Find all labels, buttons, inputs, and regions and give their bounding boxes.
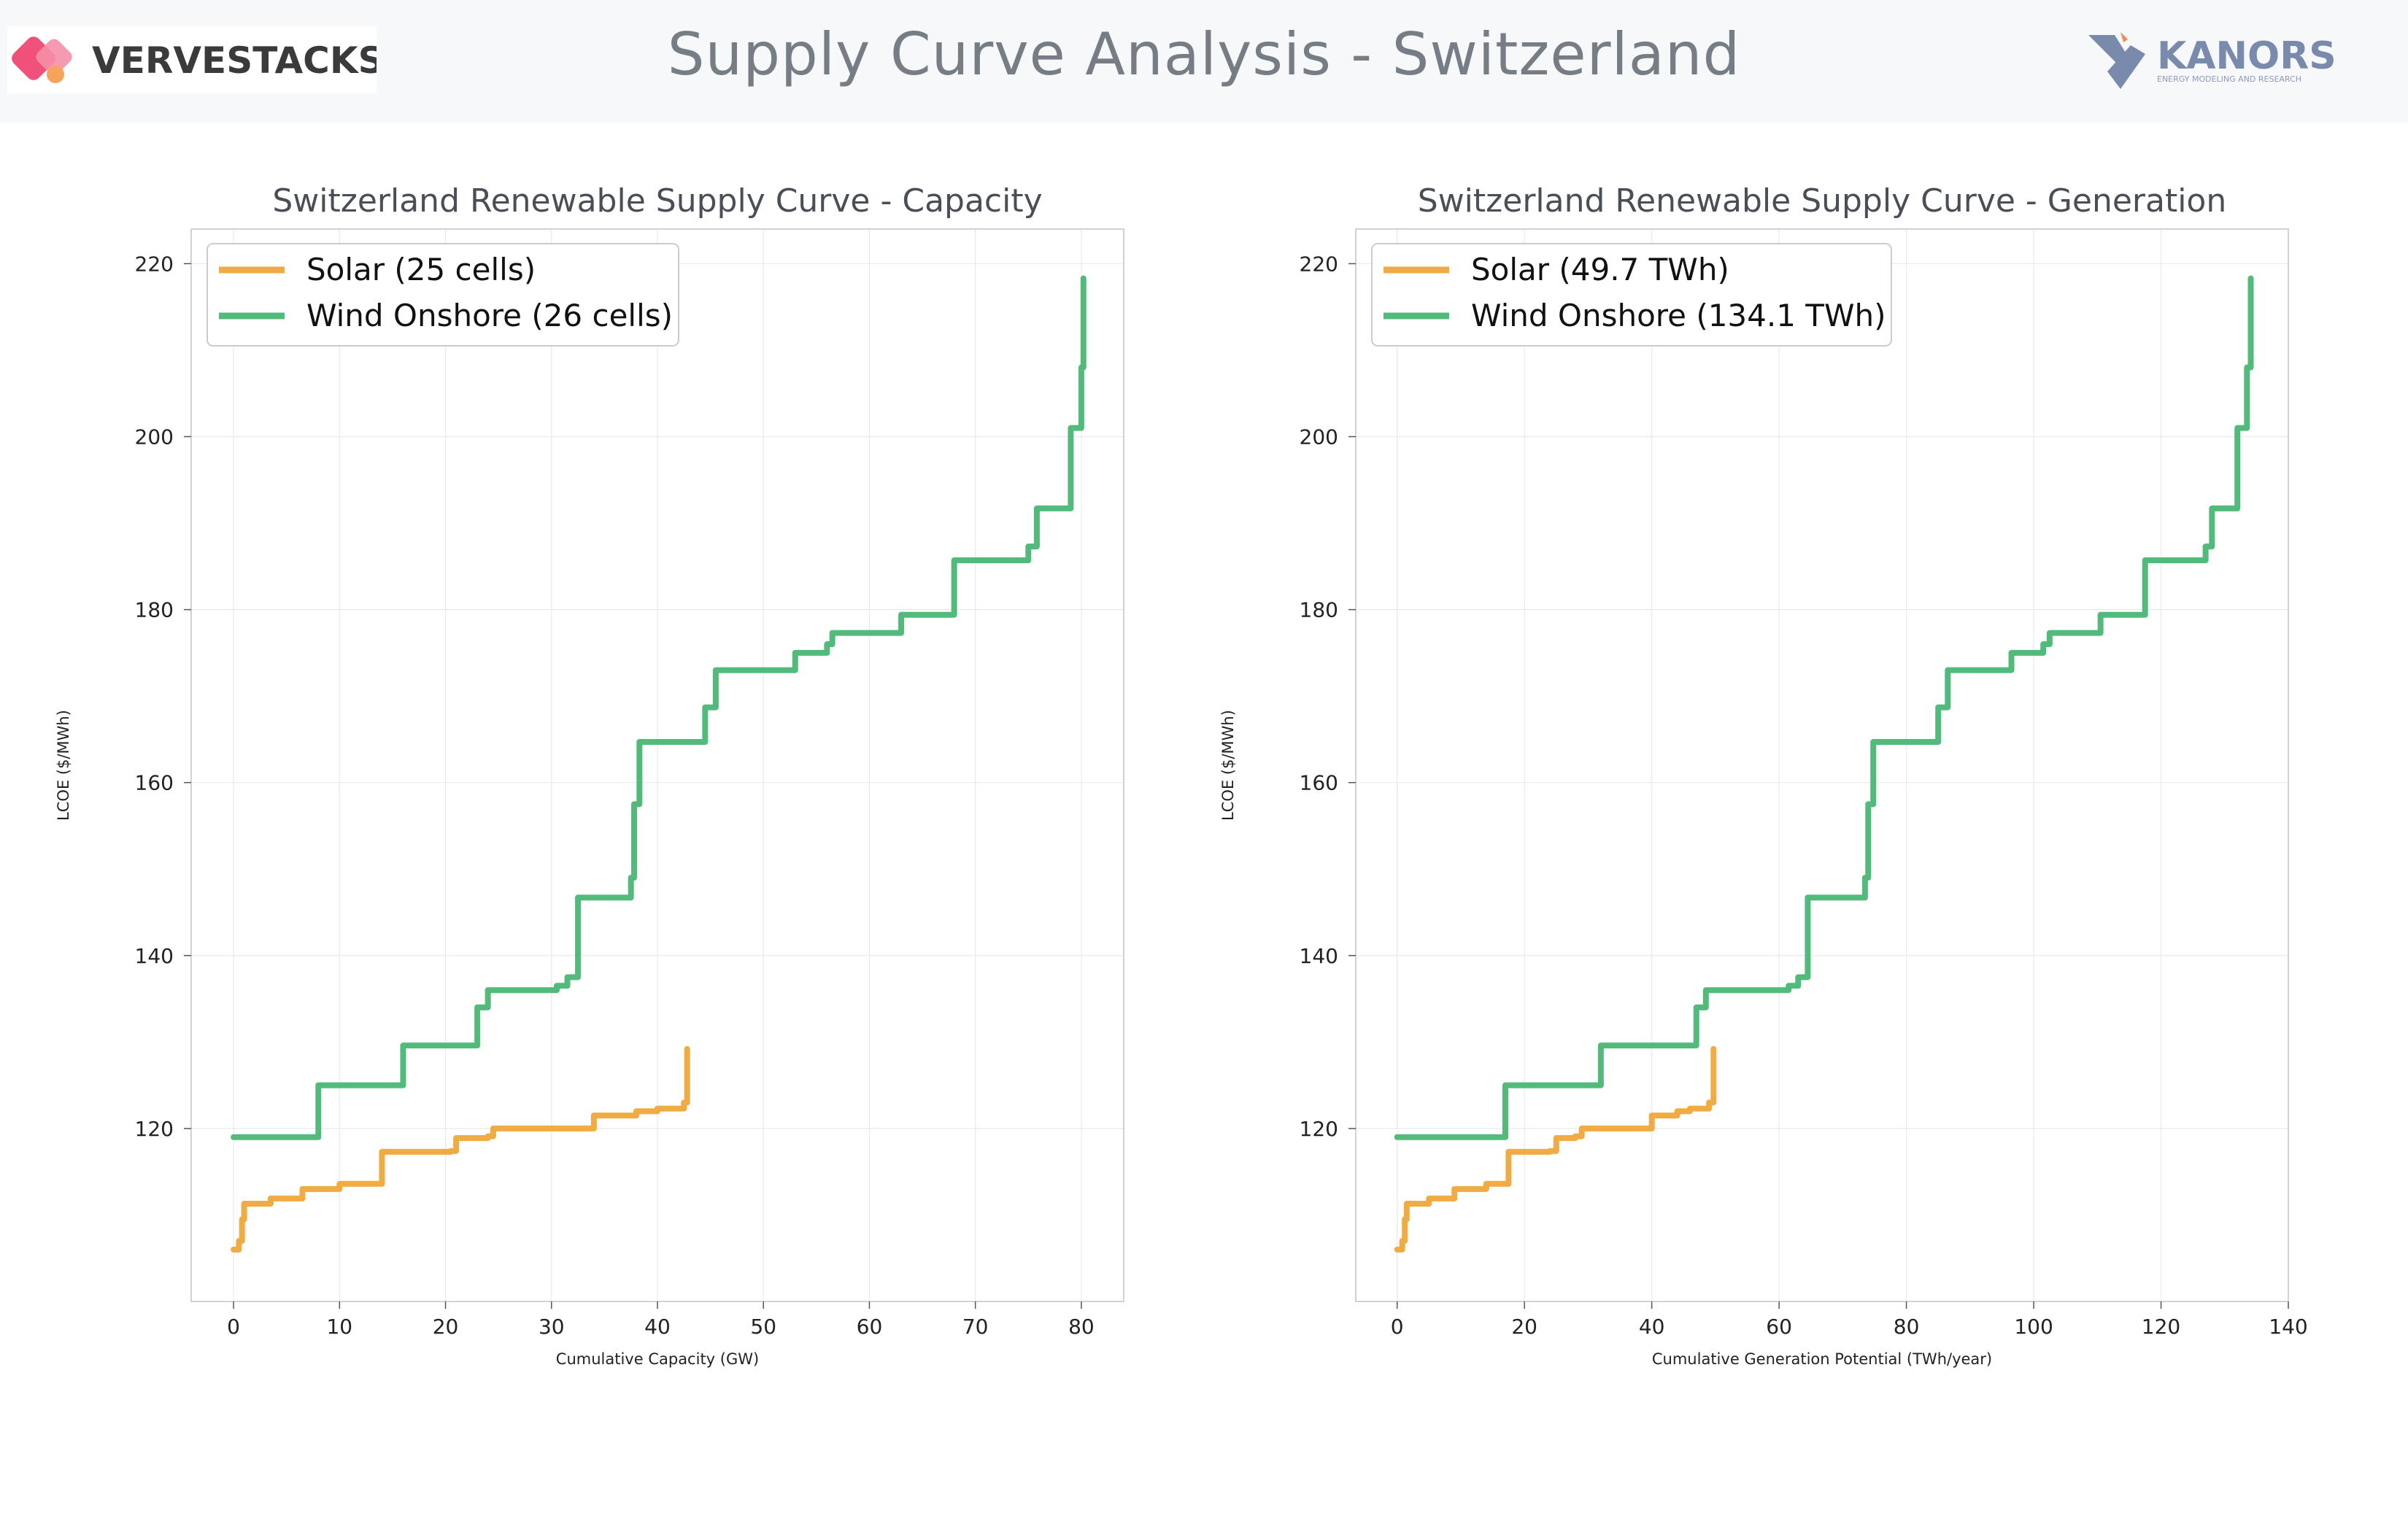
y-axis-label: LCOE ($/MWh)	[1219, 710, 1237, 821]
y-tick-label: 200	[1300, 425, 1338, 449]
x-tick-label: 60	[1766, 1315, 1792, 1339]
solar-series-line	[1394, 1045, 1717, 1253]
kanors-logo: KANORS ENERGY MODELING AND RESEARCH	[2085, 29, 2348, 95]
vervestacks-logo-text: VERVESTACKS	[92, 39, 377, 82]
plot-frame	[1355, 228, 2289, 1302]
page-header: VERVESTACKS Supply Curve Analysis - Swit…	[0, 0, 2408, 123]
legend-box	[1371, 243, 1892, 347]
kanors-logo-tagline: ENERGY MODELING AND RESEARCH	[2157, 74, 2301, 84]
legend-label: Solar (49.7 TWh)	[1471, 252, 1729, 287]
x-tick-label: 50	[750, 1315, 776, 1339]
x-tick-label: 30	[539, 1315, 565, 1339]
legend-label: Wind Onshore (134.1 TWh)	[1471, 298, 1886, 333]
y-tick-label: 140	[1300, 944, 1338, 968]
x-tick-label: 70	[962, 1315, 989, 1339]
y-tick-label: 160	[135, 771, 174, 795]
x-axis-label: Cumulative Capacity (GW)	[556, 1350, 759, 1368]
legend-label: Solar (25 cells)	[306, 252, 536, 287]
y-tick-label: 120	[135, 1117, 174, 1141]
kanors-logo-mark: KANORS ENERGY MODELING AND RESEARCH	[2088, 32, 2336, 89]
x-tick-label: 140	[2269, 1315, 2307, 1339]
vervestacks-logo-mark: VERVESTACKS	[12, 36, 385, 83]
page-title: Supply Curve Analysis - Switzerland	[667, 20, 1741, 88]
x-tick-label: 80	[1068, 1315, 1095, 1339]
solar-series-line	[231, 1045, 690, 1253]
x-tick-label: 0	[1391, 1315, 1404, 1339]
x-tick-label: 60	[857, 1315, 883, 1339]
y-axis-label: LCOE ($/MWh)	[55, 710, 72, 821]
kanors-logo-text: KANORS	[2157, 34, 2336, 78]
legend-label: Wind Onshore (26 cells)	[306, 298, 673, 333]
x-tick-label: 20	[433, 1315, 459, 1339]
x-tick-label: 40	[1639, 1315, 1665, 1339]
legend-box	[207, 243, 679, 347]
y-tick-label: 220	[135, 252, 174, 276]
x-tick-label: 120	[2142, 1315, 2180, 1339]
chart-title: Switzerland Renewable Supply Curve - Cap…	[272, 182, 1042, 220]
x-tick-label: 100	[2014, 1315, 2053, 1339]
x-tick-label: 0	[227, 1315, 240, 1339]
x-tick-label: 40	[644, 1315, 671, 1339]
vervestacks-logo: VERVESTACKS	[7, 26, 385, 93]
x-axis-label: Cumulative Generation Potential (TWh/yea…	[1652, 1350, 1992, 1368]
y-tick-label: 180	[1300, 598, 1338, 622]
chart-1: 0 10 20 30 40 50 60 70 80 120 140 160 180 200 220 Switz…	[55, 182, 1124, 1368]
chart-title: Switzerland Renewable Supply Curve - Gen…	[1418, 182, 2226, 220]
y-tick-label: 120	[1300, 1117, 1338, 1141]
wind-series-line	[1394, 275, 2254, 1140]
chart-2: 0 20 40 60 80 100 120 140 120 140 160 180 200 220 Swit…	[1219, 182, 2308, 1368]
y-tick-label: 180	[135, 598, 174, 622]
x-tick-label: 80	[1894, 1315, 1920, 1339]
x-tick-label: 20	[1511, 1315, 1537, 1339]
y-tick-label: 200	[135, 425, 174, 449]
y-tick-label: 220	[1300, 252, 1338, 276]
y-tick-label: 160	[1300, 771, 1338, 795]
y-tick-label: 140	[135, 944, 174, 968]
wind-series-line	[231, 275, 1087, 1140]
x-tick-label: 10	[326, 1315, 352, 1339]
